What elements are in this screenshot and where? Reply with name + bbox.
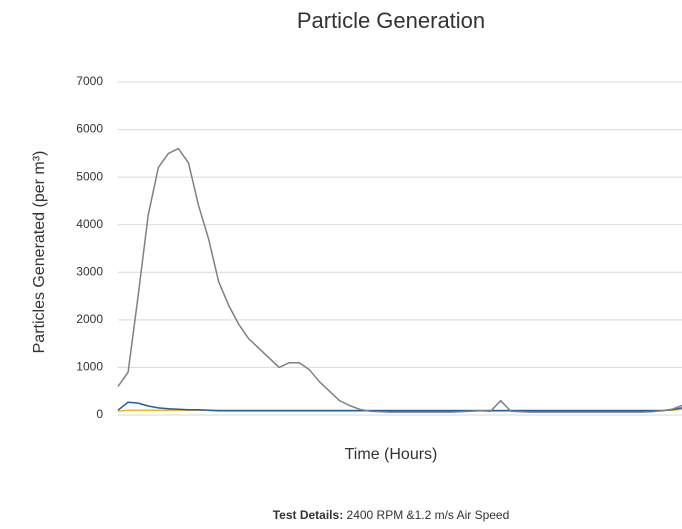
y-tick-label: 6000 xyxy=(76,122,103,136)
footer-label: Test Details: xyxy=(273,508,343,522)
y-tick-label: 5000 xyxy=(76,169,103,183)
y-tick-label: 4000 xyxy=(76,217,103,231)
footer: Test Details: 2400 RPM &1.2 m/s Air Spee… xyxy=(273,508,510,522)
data-line xyxy=(117,147,682,413)
data-line xyxy=(117,401,682,412)
chart-title: Particle Generation xyxy=(297,8,485,33)
y-tick-label: 3000 xyxy=(76,264,103,278)
footer-text: 2400 RPM &1.2 m/s Air Speed xyxy=(347,508,510,522)
y-tick-label: 0 xyxy=(96,407,103,421)
y-tick-label: 1000 xyxy=(76,360,103,374)
y-axis-label: Particles Generated (per m³) xyxy=(31,151,48,354)
y-tick-label: 2000 xyxy=(76,312,103,326)
y-tick-label: 7000 xyxy=(76,74,103,88)
x-axis-label: Time (Hours) xyxy=(345,446,438,463)
